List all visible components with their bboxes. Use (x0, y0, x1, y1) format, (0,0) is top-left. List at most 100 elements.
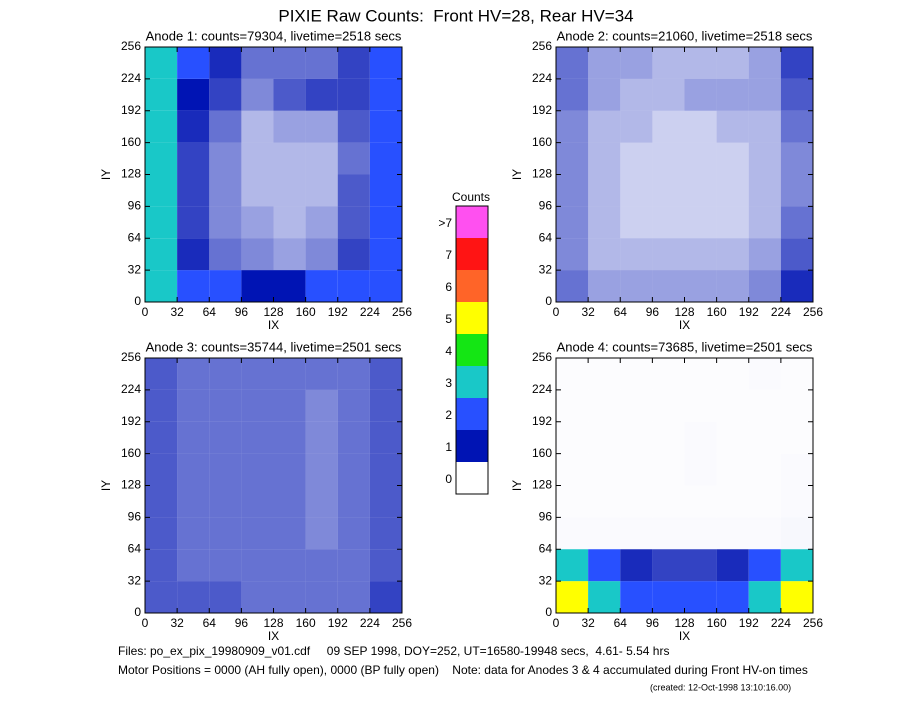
heatmap-cell (620, 517, 652, 549)
x-tick-label: 256 (803, 305, 823, 319)
heatmap-cell (369, 142, 402, 175)
heatmap-cell (241, 453, 274, 486)
heatmap-cell (241, 78, 274, 111)
heatmap-cell (305, 78, 338, 111)
heatmap-cell (749, 517, 781, 549)
heatmap-cell (177, 453, 210, 486)
heatmap-cell (241, 358, 274, 390)
heatmap-cell (177, 485, 210, 518)
heatmap-cell (781, 358, 813, 390)
x-tick-label: 32 (170, 616, 184, 630)
heatmap-cell (620, 206, 653, 239)
heatmap-cell (684, 47, 717, 79)
x-tick-label: 160 (707, 305, 727, 319)
heatmap-cell (781, 422, 813, 454)
y-tick-label: 224 (121, 71, 141, 85)
x-tick-label: 0 (553, 305, 560, 319)
heatmap-cell (241, 142, 274, 175)
heatmap-cell (305, 358, 338, 390)
y-tick-label: 128 (121, 167, 141, 181)
x-tick-label: 128 (674, 305, 694, 319)
y-tick-label: 224 (121, 382, 141, 396)
heatmap-cell (748, 78, 781, 111)
heatmap-cell (588, 270, 621, 302)
colorbar-label: >7 (438, 216, 452, 230)
heatmap-cell (145, 142, 178, 175)
heatmap-cell (241, 270, 274, 302)
heatmap-cell (369, 485, 402, 518)
heatmap-cell (652, 238, 685, 271)
heatmap-cell (556, 422, 588, 454)
heatmap-cell (145, 174, 178, 207)
heatmap-cell (620, 422, 652, 454)
heatmap-cell (273, 421, 306, 454)
heatmap-cell (145, 78, 178, 111)
heatmap-cell (305, 517, 338, 550)
heatmap-cell (716, 47, 749, 79)
heatmap-cell (652, 206, 685, 239)
x-tick-label: 160 (296, 616, 316, 630)
heatmap-cell (337, 142, 370, 175)
colorbar-swatch (456, 238, 488, 270)
heatmap-cell (749, 486, 781, 518)
heatmap-cell (685, 486, 717, 518)
heatmap-cell (305, 110, 338, 143)
heatmap-cell (556, 238, 589, 271)
x-tick-label: 192 (328, 616, 348, 630)
heatmap-cell (337, 110, 370, 143)
x-tick-label: 224 (360, 305, 380, 319)
heatmap-cell (684, 78, 717, 111)
colorbar-swatch (456, 206, 488, 238)
y-tick-label: 32 (539, 573, 553, 587)
heatmap-cell (369, 517, 402, 550)
heatmap-cell (337, 78, 370, 111)
heatmap-cell (273, 549, 306, 582)
heatmap-cell (588, 47, 621, 79)
y-tick-label: 0 (545, 605, 552, 619)
heatmap-cell (209, 581, 242, 613)
heatmap-cell (749, 390, 781, 422)
heatmap-cell (241, 174, 274, 207)
colorbar-label: 0 (445, 472, 452, 486)
heatmap-cell (556, 206, 589, 239)
y-tick-label: 192 (532, 414, 552, 428)
y-tick-label: 192 (121, 414, 141, 428)
x-tick-label: 0 (553, 616, 560, 630)
heatmap-cell (716, 206, 749, 239)
y-tick-label: 0 (134, 605, 141, 619)
heatmap-cell (717, 358, 749, 390)
y-axis-label: IY (99, 480, 113, 491)
heatmap-cell (620, 549, 653, 582)
heatmap-cell (620, 454, 652, 486)
heatmap-cell (588, 581, 621, 613)
y-tick-label: 96 (539, 199, 553, 213)
colorbar-label: 3 (445, 376, 452, 390)
heatmap-cell (369, 78, 402, 111)
heatmap-cell (337, 47, 370, 79)
heatmap-cell (716, 581, 749, 613)
colorbar-label: 6 (445, 280, 452, 294)
heatmap-cell (273, 453, 306, 486)
heatmap-cell (716, 78, 749, 111)
heatmap-cell (273, 358, 306, 390)
colorbar-swatch (456, 430, 488, 462)
y-tick-label: 192 (121, 103, 141, 117)
heatmap-cell (749, 454, 781, 486)
colorbar-label: 4 (445, 344, 452, 358)
y-tick-label: 96 (539, 510, 553, 524)
heatmap-cell (652, 549, 685, 582)
heatmap-cell (716, 174, 749, 207)
heatmap-cell (177, 174, 210, 207)
heatmap-cell (273, 389, 306, 422)
heatmap-cell (620, 238, 653, 271)
colorbar-swatch (456, 462, 488, 494)
y-tick-label: 224 (532, 382, 552, 396)
heatmap-cell (781, 486, 813, 518)
x-tick-label: 256 (392, 305, 412, 319)
y-tick-label: 160 (532, 446, 552, 460)
x-axis-label: IX (268, 629, 279, 643)
heatmap-cell (652, 358, 684, 390)
y-tick-label: 128 (532, 478, 552, 492)
heatmap-cell (241, 206, 274, 239)
heatmap-cell (780, 47, 813, 79)
